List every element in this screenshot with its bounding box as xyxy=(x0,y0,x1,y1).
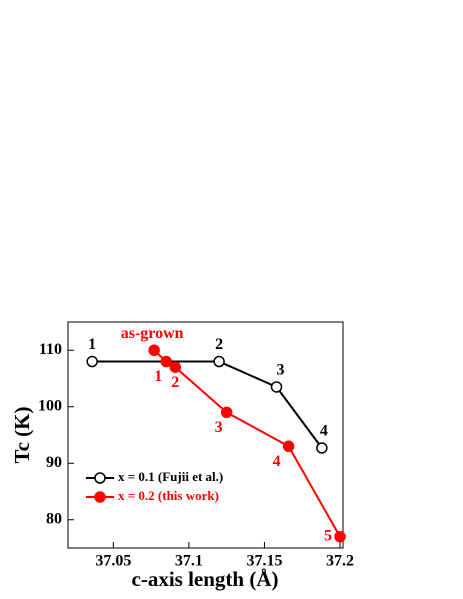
data-point xyxy=(213,355,225,368)
data-point xyxy=(160,355,172,368)
data-point xyxy=(282,440,295,453)
x-tick-label: 37.2 xyxy=(326,553,354,570)
series-line xyxy=(153,349,341,538)
point-label: 4 xyxy=(273,453,281,470)
y-tick-label: 110 xyxy=(39,341,62,358)
legend-label: x = 0.1 (Fujii et al.) xyxy=(118,469,223,484)
legend-label: x = 0.2 (this work) xyxy=(118,488,219,503)
point-label: 3 xyxy=(277,362,285,379)
point-label: 2 xyxy=(171,374,179,391)
data-point xyxy=(148,344,160,356)
x-axis-label: c-axis length (Å) xyxy=(132,567,279,591)
data-point xyxy=(169,361,182,373)
point-label: 1 xyxy=(88,336,96,353)
x-tick-label: 37.1 xyxy=(175,553,203,570)
x-tick-label: 37.05 xyxy=(95,553,131,570)
y-tick-label: 90 xyxy=(46,454,62,471)
data-point xyxy=(86,355,98,368)
point-label: 3 xyxy=(215,419,223,436)
point-label: 5 xyxy=(324,527,332,544)
y-axis-label: Tc (K) xyxy=(10,407,34,464)
data-point xyxy=(334,530,346,543)
data-point xyxy=(220,406,233,419)
data-point xyxy=(270,381,283,393)
point-label: 4 xyxy=(320,423,328,440)
point-label: 2 xyxy=(215,336,223,353)
legend-marker xyxy=(94,472,106,484)
y-tick-label: 80 xyxy=(46,510,62,527)
x-tick-label: 37.15 xyxy=(246,553,282,570)
point-label: 1 xyxy=(154,368,162,385)
plot-frame xyxy=(67,321,344,549)
point-label: as-grown xyxy=(121,325,184,342)
series-line xyxy=(92,360,323,449)
data-point xyxy=(316,442,328,454)
y-tick-label: 100 xyxy=(38,397,62,414)
legend-marker xyxy=(94,491,106,503)
